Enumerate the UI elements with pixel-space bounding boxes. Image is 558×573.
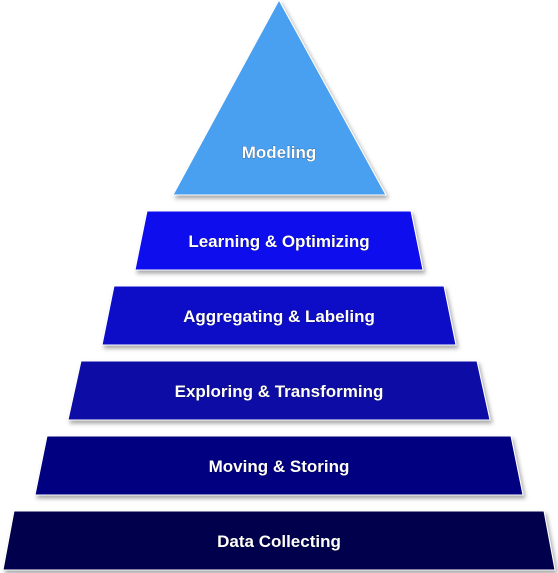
tier-shape [172,0,387,196]
tier-exploring-transforming: Exploring & Transforming [67,360,491,421]
tier-shape [67,360,491,421]
tier-modeling: Modeling [172,0,387,196]
tier-shape [2,510,556,571]
tier-label: Data Collecting [217,532,341,551]
tier-shape [101,285,457,346]
tier-shape [34,435,524,496]
tier-data-collecting: Data Collecting [2,510,556,571]
tier-moving-storing: Moving & Storing [34,435,524,496]
tier-label: Aggregating & Labeling [183,307,375,326]
tier-learning-optimizing: Learning & Optimizing [134,210,424,271]
tier-label: Moving & Storing [209,457,350,476]
tier-label: Modeling [242,143,317,162]
tier-shape [134,210,424,271]
tier-aggregating-labeling: Aggregating & Labeling [101,285,457,346]
tier-label: Exploring & Transforming [175,382,384,401]
tier-label: Learning & Optimizing [188,232,369,251]
